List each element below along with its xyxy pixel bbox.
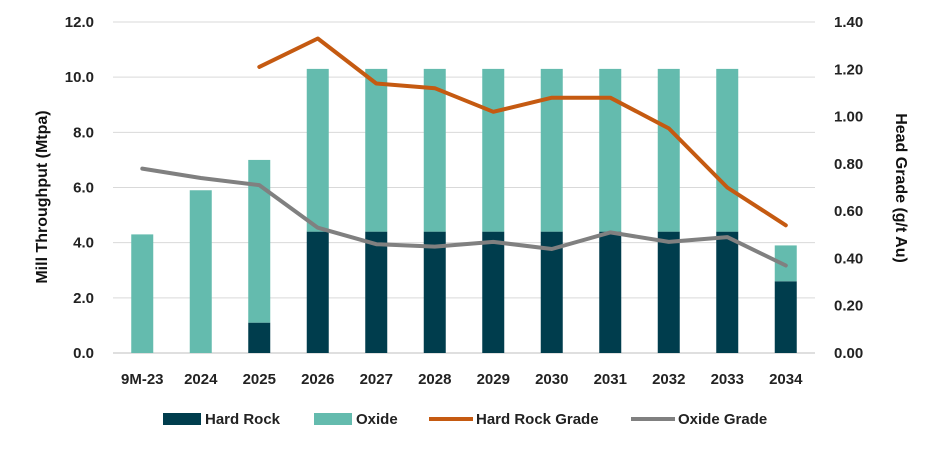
right-tick-label: 1.20	[834, 61, 863, 78]
bar-oxide	[248, 159, 271, 323]
category-tick-label: 2024	[184, 371, 218, 388]
bar-hard-rock	[599, 231, 622, 353]
left-tick-label: 2.0	[73, 290, 94, 307]
legend-swatch	[314, 413, 352, 425]
legend-label: Oxide	[356, 411, 398, 428]
category-tick-label: 2026	[301, 371, 334, 388]
bar-hard-rock	[306, 231, 329, 353]
category-tick-label: 2027	[360, 371, 393, 388]
legend: Hard Rock Oxide Hard Rock Grade Oxide Grade	[163, 411, 767, 428]
left-tick-label: 6.0	[73, 180, 94, 197]
bar-hard-rock	[482, 231, 505, 353]
bar-hard-rock	[774, 281, 797, 353]
bar-oxide	[599, 68, 622, 232]
category-tick-label: 2031	[594, 371, 627, 388]
bar-oxide	[423, 68, 446, 232]
left-tick-label: 12.0	[65, 14, 94, 31]
category-tick-label: 2034	[769, 371, 803, 388]
right-tick-label: 0.00	[834, 345, 863, 362]
category-tick-label: 2028	[418, 371, 451, 388]
bar-hard-rock	[423, 231, 446, 353]
left-tick-label: 0.0	[73, 345, 94, 362]
legend-label: Oxide Grade	[678, 411, 767, 428]
category-tick-label: 9M-23	[121, 371, 164, 388]
bar-oxide	[657, 68, 680, 232]
legend-label: Hard Rock	[205, 411, 281, 428]
bar-hard-rock	[657, 231, 680, 353]
category-tick-label: 2029	[477, 371, 510, 388]
bar-oxide	[365, 68, 388, 232]
category-tick-label: 2032	[652, 371, 685, 388]
bar-hard-rock	[540, 231, 563, 353]
legend-label: Hard Rock Grade	[476, 411, 599, 428]
bar-oxide	[716, 68, 739, 232]
left-tick-label: 4.0	[73, 235, 94, 252]
category-tick-label: 2030	[535, 371, 568, 388]
left-axis-title: Mill Throughput (Mtpa)	[34, 110, 51, 283]
bar-oxide	[131, 234, 154, 353]
gridlines	[113, 21, 815, 354]
bar-oxide	[482, 68, 505, 232]
line-hard-rock-grade	[257, 36, 788, 228]
left-tick-label: 8.0	[73, 124, 94, 141]
bar-oxide	[189, 190, 212, 353]
category-tick-label: 2033	[711, 371, 744, 388]
bar-hard-rock	[248, 322, 271, 353]
category-axis-ticks: 9M-23 2024 2025 2026 2027 2028 2029 2030 2031 203…	[121, 371, 803, 388]
left-tick-label: 10.0	[65, 69, 94, 86]
right-tick-label: 1.00	[834, 109, 863, 126]
grade-lines	[140, 36, 788, 268]
right-tick-label: 0.80	[834, 156, 863, 173]
bar-oxide	[306, 68, 329, 232]
right-tick-label: 1.40	[834, 14, 863, 31]
line-oxide-grade	[140, 166, 788, 268]
legend-swatch	[163, 413, 201, 425]
right-axis-title: Head Grade (g/t Au)	[892, 113, 909, 263]
right-axis-ticks: 0.00 0.20 0.40 0.60 0.80 1.00 1.20 1.40	[834, 14, 863, 362]
category-tick-label: 2025	[243, 371, 276, 388]
right-tick-label: 0.60	[834, 203, 863, 220]
bars	[131, 68, 797, 353]
bar-hard-rock	[716, 231, 739, 353]
bar-oxide	[540, 68, 563, 232]
right-tick-label: 0.40	[834, 250, 863, 267]
bar-hard-rock	[365, 231, 388, 353]
left-axis-ticks: 0.0 2.0 4.0 6.0 8.0 10.0 12.0	[65, 14, 94, 362]
right-tick-label: 0.20	[834, 298, 863, 315]
